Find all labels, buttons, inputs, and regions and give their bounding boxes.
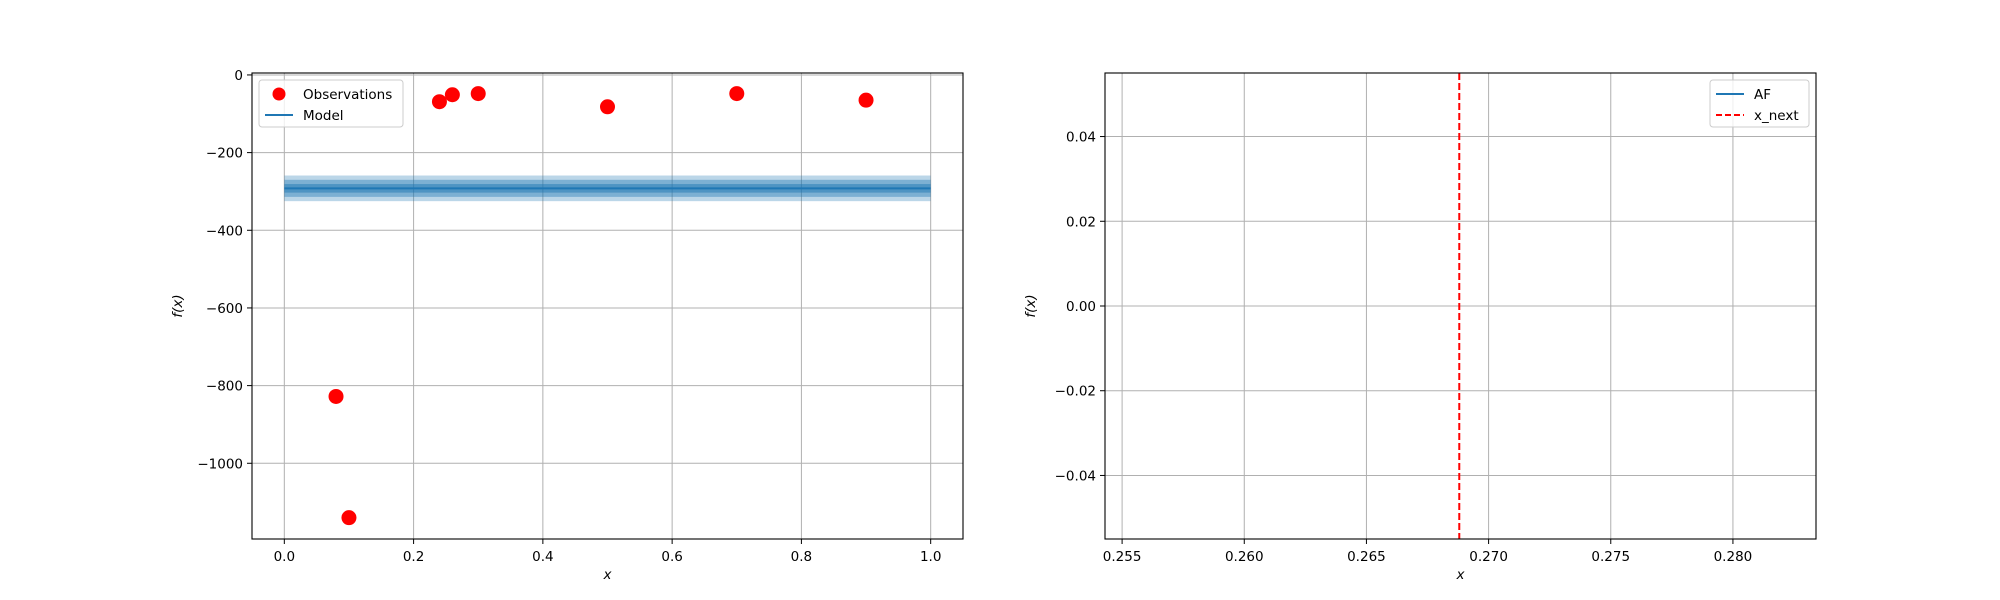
- x-tick-label: 0.2: [403, 549, 424, 565]
- x-tick-label: 0.255: [1103, 549, 1142, 565]
- x-axis-ticks: 0.255 0.260 0.265 0.270 0.275 0.280: [1103, 539, 1752, 565]
- y-tick-label: −600: [206, 301, 243, 317]
- observation-point: [729, 86, 745, 102]
- acquisition-function-chart: 0.255 0.260 0.265 0.270 0.275 0.280 0.040.020…: [1023, 72, 1817, 583]
- observation-point: [431, 94, 447, 110]
- legend: Observations Model: [258, 79, 404, 128]
- legend: AF x_next: [1709, 79, 1810, 128]
- legend-af-label: AF: [1754, 87, 1771, 103]
- grid-lines: [252, 73, 963, 539]
- legend-observations-label: Observations: [303, 87, 392, 103]
- y-tick-label: 0.02: [1066, 214, 1096, 230]
- observation-point: [470, 86, 486, 102]
- observation-point: [328, 388, 344, 404]
- legend-box: [258, 79, 404, 128]
- observation-point: [858, 92, 874, 108]
- grid-lines: [1105, 73, 1816, 539]
- x-tick-label: 0.6: [661, 549, 682, 565]
- y-axis-ticks: 0 −200 −400 −600 −800 −1000: [197, 68, 252, 472]
- observation-point: [600, 99, 615, 115]
- observation-point: [341, 510, 357, 526]
- observations-model-chart: 0.0 0.2 0.4 0.6 0.8 1.0 0 −200 −400 −600 −800 −100…: [170, 68, 964, 583]
- x-tick-label: 0.8: [791, 549, 812, 565]
- y-axis-label: f(x): [1023, 294, 1039, 317]
- plot-frame: [251, 72, 964, 540]
- legend-x-next-label: x_next: [1754, 108, 1799, 124]
- x-tick-label: 1.0: [920, 549, 941, 565]
- y-tick-label: 0.04: [1066, 130, 1096, 146]
- x-axis-label: x: [1456, 567, 1466, 583]
- x-tick-label: 0.0: [274, 549, 295, 565]
- x-tick-label: 0.280: [1714, 549, 1753, 565]
- y-tick-label: −800: [206, 379, 243, 395]
- y-axis-ticks: 0.04 0.02 0.00 −0.02 −0.04: [1055, 130, 1105, 484]
- observation-points: [328, 86, 874, 526]
- y-axis-label: f(x): [170, 294, 186, 317]
- y-tick-label: −200: [206, 146, 243, 162]
- y-tick-label: −0.04: [1055, 468, 1096, 484]
- y-tick-label: −1000: [197, 456, 243, 472]
- y-tick-label: −0.02: [1055, 384, 1096, 400]
- y-tick-label: 0: [234, 68, 243, 84]
- x-tick-label: 0.4: [532, 549, 553, 565]
- y-tick-label: −400: [206, 223, 243, 239]
- x-tick-label: 0.270: [1469, 549, 1508, 565]
- legend-observations-marker: [272, 87, 286, 101]
- x-axis-ticks: 0.0 0.2 0.4 0.6 0.8 1.0: [274, 539, 941, 565]
- x-tick-label: 0.260: [1225, 549, 1264, 565]
- x-tick-label: 0.265: [1347, 549, 1386, 565]
- y-tick-label: 0.00: [1066, 299, 1096, 315]
- x-tick-label: 0.275: [1591, 549, 1630, 565]
- x-axis-label: x: [603, 567, 613, 583]
- legend-model-label: Model: [303, 108, 344, 124]
- observation-point: [444, 87, 460, 103]
